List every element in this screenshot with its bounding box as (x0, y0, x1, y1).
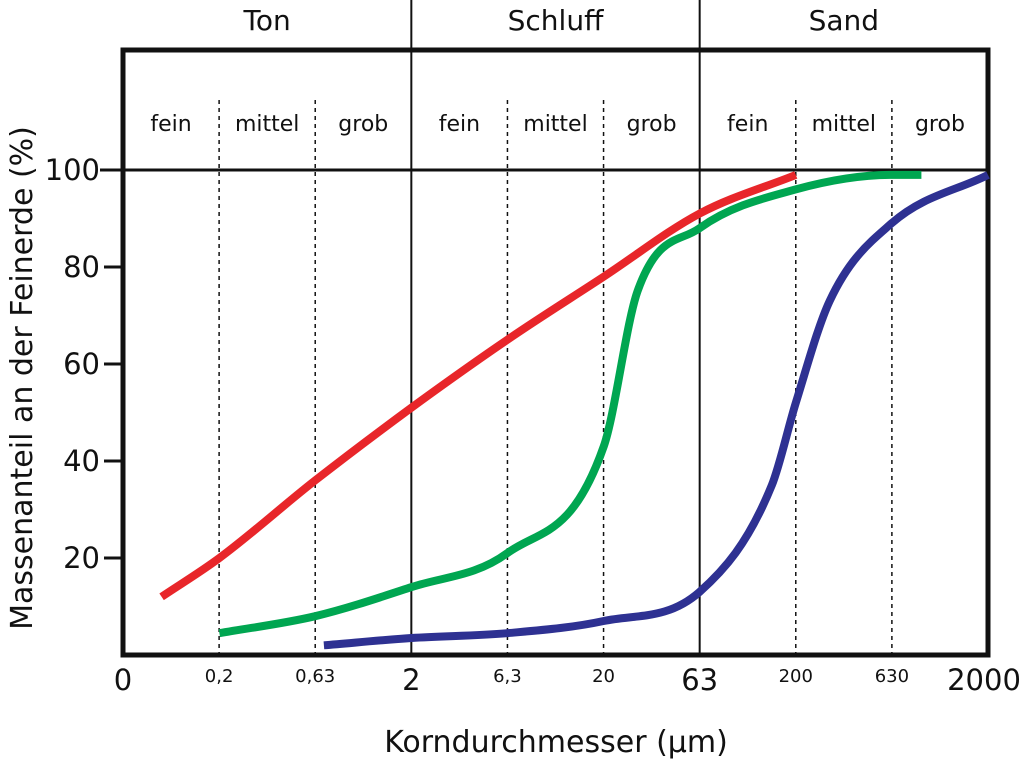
series-line (323, 171, 990, 650)
x-tick-label: 630 (875, 666, 909, 687)
y-tick-label: 80 (63, 250, 100, 284)
y-tick-label: 100 (45, 153, 100, 187)
y-axis-label: Massenanteil an der Feinerde (%) (5, 126, 40, 630)
y-tick-label: 40 (63, 444, 100, 478)
x-tick-label: 6,3 (493, 666, 522, 687)
x-tick-label: 0,2 (205, 666, 234, 687)
subclass-label: mittel (523, 112, 587, 137)
class-label: Ton (243, 4, 291, 37)
x-tick-label: 2 (402, 663, 420, 697)
x-tick-label: 20 (592, 666, 615, 687)
y-tick-label: 20 (63, 541, 100, 575)
plot-frame (120, 47, 991, 658)
x-tick-label: 2000 (947, 663, 1021, 697)
subclass-label: mittel (235, 112, 299, 137)
x-tick-label: 63 (681, 663, 718, 697)
subclass-label: fein (439, 112, 480, 137)
subclass-label: fein (727, 112, 768, 137)
class-label: Schluff (508, 4, 604, 37)
x-tick-label: 0,63 (295, 666, 335, 687)
subclass-label: grob (627, 112, 677, 137)
class-label: Sand (809, 4, 879, 37)
y-tick-label: 60 (63, 347, 100, 381)
series-line (218, 170, 922, 638)
series-line (159, 171, 798, 601)
x-axis-label: Korndurchmesser (µm) (384, 725, 728, 760)
chart-frame (100, 0, 991, 658)
x-tick-label: 0 (114, 663, 132, 697)
subclass-label: grob (915, 112, 965, 137)
subclass-label: fein (150, 112, 191, 137)
x-tick-label: 200 (779, 666, 813, 687)
chart-series (159, 170, 990, 650)
subclass-label: grob (338, 112, 388, 137)
subclass-label: mittel (812, 112, 876, 137)
